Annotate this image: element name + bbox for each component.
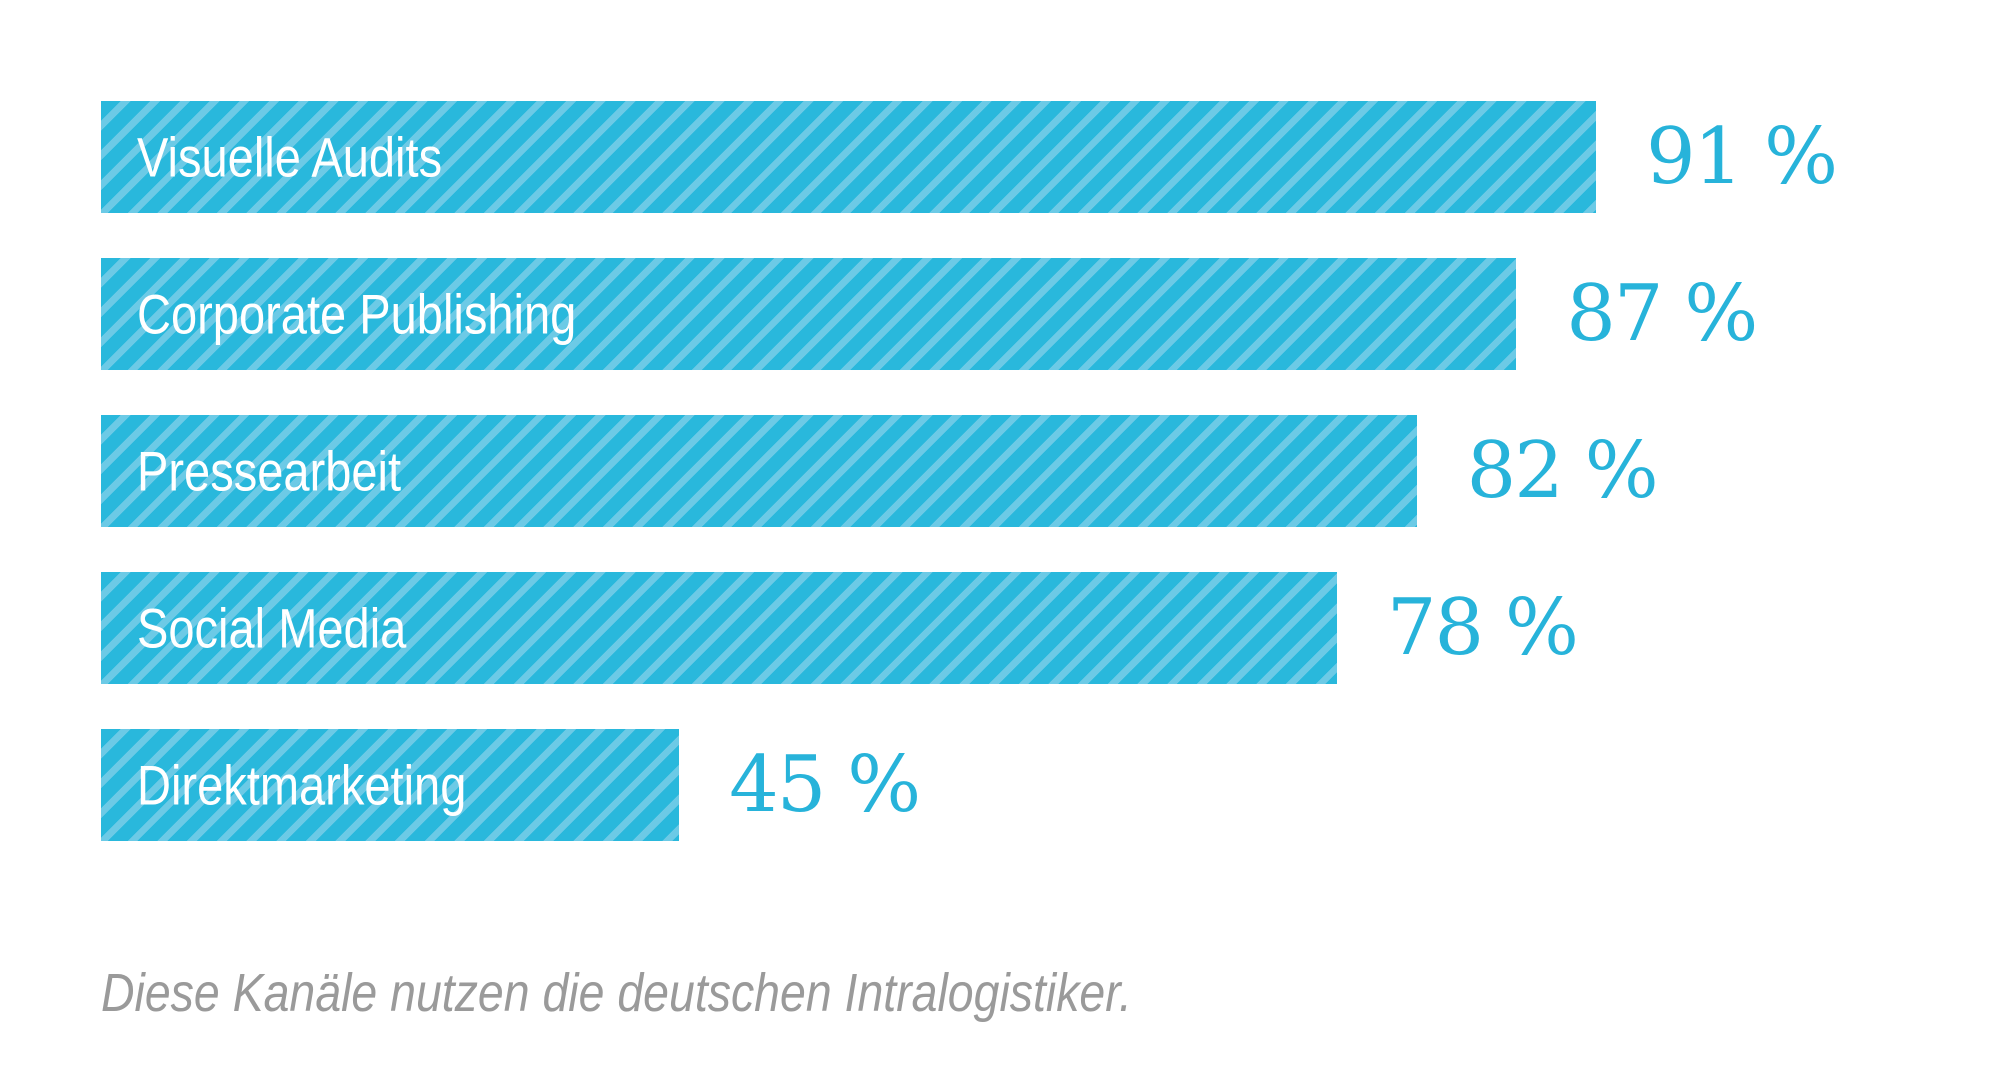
bar: Social Media	[101, 572, 1337, 684]
bar: Pressearbeit	[101, 415, 1417, 527]
bar-label: Social Media	[137, 596, 407, 660]
value-label: 45 %	[729, 740, 921, 830]
bar: Direktmarketing	[101, 729, 680, 841]
value-label: 78 %	[1386, 583, 1579, 673]
bar-label: Pressearbeit	[137, 439, 402, 503]
bar-label: Visuelle Audits	[137, 125, 443, 189]
value-label: 87 %	[1566, 269, 1758, 359]
value-label: 91 %	[1646, 112, 1838, 202]
bar: Visuelle Audits	[101, 101, 1596, 213]
value-label: 82 %	[1466, 426, 1659, 516]
bar: Corporate Publishing	[101, 258, 1517, 370]
bar-label: Corporate Publishing	[137, 282, 577, 346]
bar-label: Direktmarketing	[137, 753, 467, 817]
chart-caption: Diese Kanäle nutzen die deutschen Intral…	[101, 963, 1132, 1023]
